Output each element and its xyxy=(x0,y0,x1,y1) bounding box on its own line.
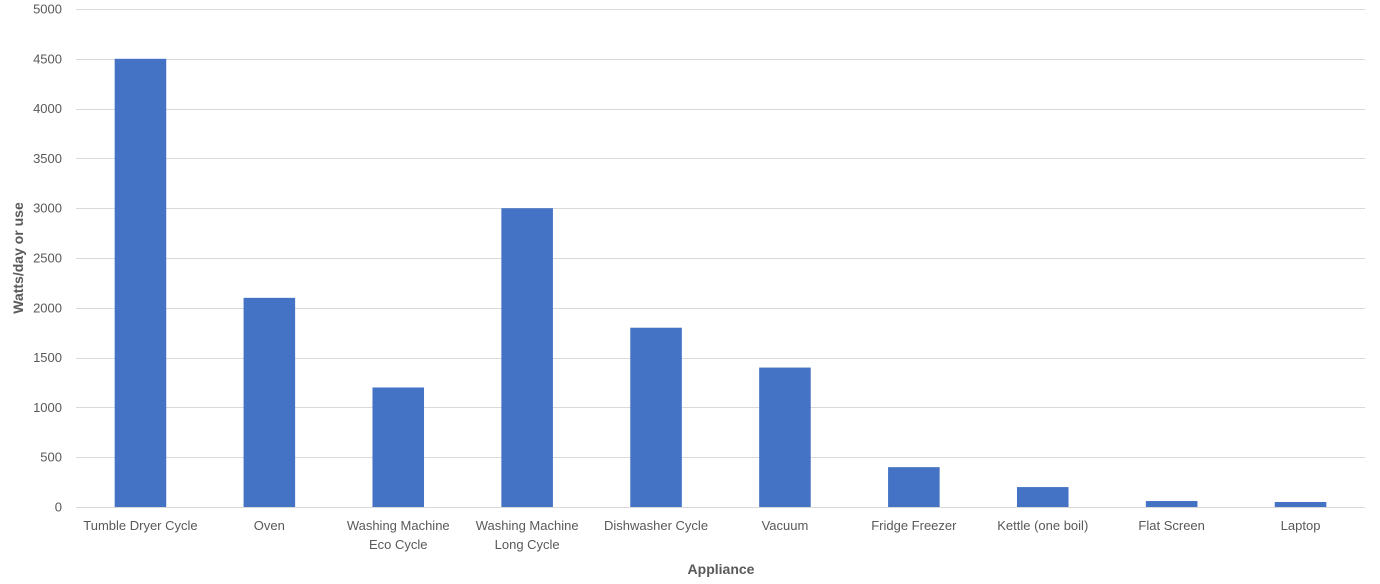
y-tick-label: 5000 xyxy=(33,2,62,17)
x-category-label: Vacuum xyxy=(762,518,809,533)
y-axis-title: Watts/day or use xyxy=(10,202,26,314)
y-tick-label: 4000 xyxy=(33,101,62,116)
y-tick-label: 4500 xyxy=(33,51,62,66)
bar xyxy=(1145,501,1198,507)
x-category-label: Flat Screen xyxy=(1138,518,1204,533)
x-category-label: Kettle (one boil) xyxy=(997,518,1088,533)
x-category-label: Oven xyxy=(254,518,285,533)
y-tick-label: 1000 xyxy=(33,400,62,415)
bar xyxy=(501,208,553,507)
y-tick-label: 0 xyxy=(55,500,62,515)
bars xyxy=(114,58,1327,508)
x-category-label: Laptop xyxy=(1281,518,1321,533)
y-tick-label: 2000 xyxy=(33,300,62,315)
x-category-labels: Tumble Dryer Cycle Oven Washing Machine Eco… xyxy=(83,518,1320,552)
x-category-label: Fridge Freezer xyxy=(871,518,957,533)
bar xyxy=(888,467,940,507)
bar xyxy=(630,327,682,507)
y-tick-label: 3500 xyxy=(33,151,62,166)
x-axis-title: Appliance xyxy=(688,561,755,577)
y-tick-label: 1500 xyxy=(33,350,62,365)
bar xyxy=(372,387,425,507)
x-category-label: Washing Machine Long Cycle xyxy=(476,518,579,552)
x-category-label: Washing Machine Eco Cycle xyxy=(347,518,450,552)
bar xyxy=(114,58,167,508)
bar xyxy=(1016,487,1069,507)
y-tick-label: 500 xyxy=(40,450,62,465)
y-tick-label: 3000 xyxy=(33,201,62,216)
x-category-label: Dishwasher Cycle xyxy=(604,518,708,533)
y-tick-labels: 0 500 1000 1500 2000 2500 3000 3500 4000 4500 5000 xyxy=(33,2,62,515)
bar xyxy=(759,367,811,507)
bar xyxy=(1274,502,1327,507)
bar xyxy=(243,297,296,507)
y-tick-label: 2500 xyxy=(33,251,62,266)
x-category-label: Tumble Dryer Cycle xyxy=(83,518,197,533)
